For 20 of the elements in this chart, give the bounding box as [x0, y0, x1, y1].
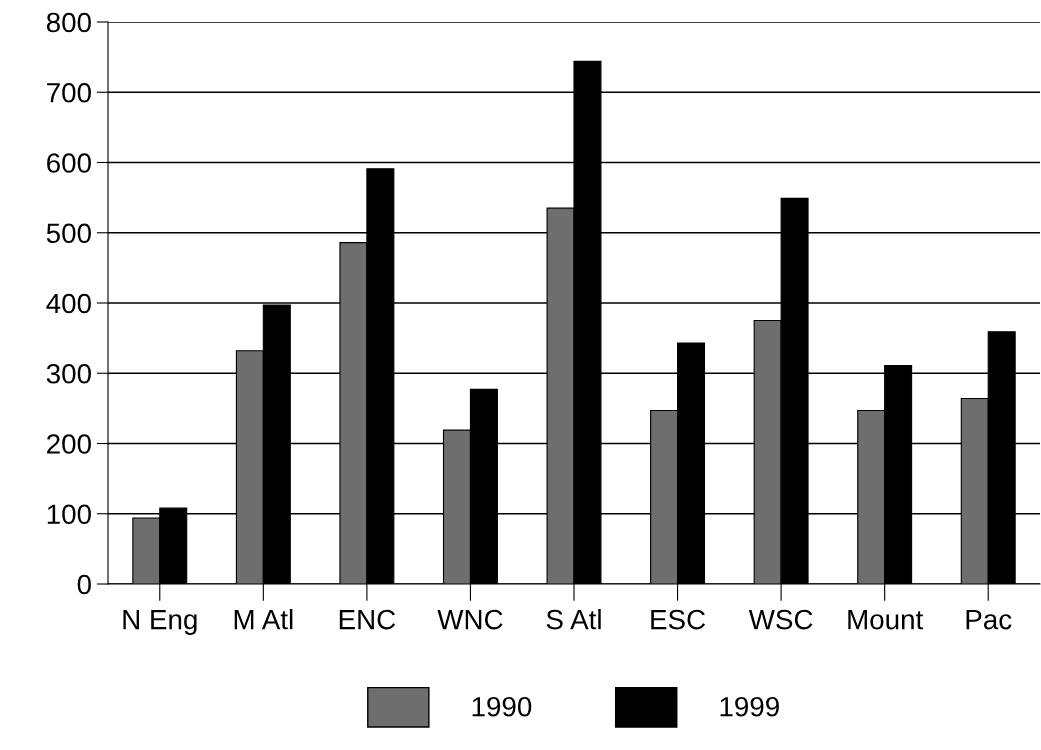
y-tick-label: 300	[46, 363, 91, 384]
legend-label: 1999	[720, 696, 779, 717]
y-tick-label: 400	[46, 293, 91, 314]
y-tick-label: 100	[47, 504, 91, 525]
legend-label: 1990	[472, 696, 532, 717]
x-tick-label: M Atl	[234, 609, 293, 630]
x-tick-label: ESC	[651, 609, 706, 630]
x-tick-label: WSC	[748, 609, 813, 630]
y-tick-label: 700	[47, 82, 91, 103]
y-tick-label: 800	[46, 12, 91, 33]
x-tick-label: WNC	[437, 609, 503, 630]
y-tick-label: 600	[47, 153, 91, 173]
y-tick-label: 500	[46, 223, 91, 244]
y-tick-label: 200	[47, 434, 91, 454]
x-tick-label: ENC	[339, 609, 396, 630]
x-tick-label: N Eng	[123, 610, 197, 635]
x-tick-label: Mount	[848, 610, 924, 630]
x-tick-label: S Atl	[546, 609, 601, 630]
x-tick-label: Pac	[966, 610, 1012, 630]
y-tick-label: 0	[77, 574, 91, 595]
